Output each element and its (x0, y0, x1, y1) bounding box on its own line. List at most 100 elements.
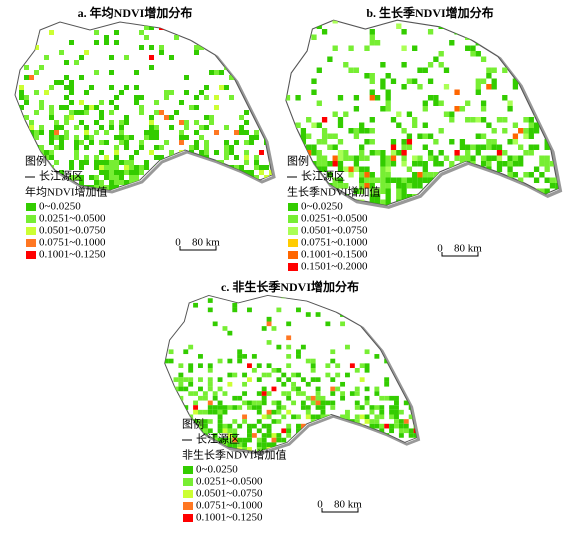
pixel (276, 400, 282, 406)
pixel (310, 400, 316, 406)
pixel (369, 89, 375, 95)
pixel (189, 105, 194, 110)
pixel (406, 144, 413, 150)
pixel (227, 428, 233, 434)
pixel (523, 205, 529, 206)
pixel (544, 161, 550, 167)
pixel (217, 428, 223, 434)
pixel (237, 354, 243, 359)
pixel (134, 85, 139, 90)
pixel (178, 442, 184, 448)
pixel (59, 125, 64, 130)
pixel (209, 190, 214, 195)
pixel (168, 391, 174, 396)
pixel (261, 395, 267, 401)
pixel (164, 95, 169, 100)
pixel (271, 326, 277, 331)
pixel (380, 78, 386, 84)
pixel (178, 363, 184, 368)
pixel (412, 161, 418, 167)
pixel (229, 95, 234, 100)
pixel (374, 423, 380, 429)
legend-swatch (288, 203, 298, 211)
pixel (433, 139, 439, 145)
pixel (413, 381, 417, 387)
pixel (310, 395, 316, 401)
pixel (15, 105, 19, 110)
pixel (300, 139, 307, 145)
pixel (164, 447, 169, 452)
pixel (379, 409, 385, 415)
pixel (296, 414, 301, 420)
pixel (475, 183, 481, 189)
pixel (159, 180, 164, 185)
pixel (408, 354, 414, 359)
pixel (379, 414, 385, 420)
pixel (242, 354, 248, 359)
pixel (406, 183, 413, 189)
pixel (261, 391, 267, 396)
pixel (369, 73, 375, 79)
pixel (321, 155, 328, 161)
pixel (184, 190, 189, 195)
pixel (555, 144, 559, 150)
pixel (247, 447, 252, 452)
pixel (523, 172, 529, 178)
pixel (119, 160, 124, 165)
pixel (359, 166, 365, 172)
pixel (64, 85, 69, 90)
pixel (406, 166, 413, 172)
pixel (300, 423, 306, 429)
pixel (389, 330, 395, 336)
pixel (353, 133, 360, 139)
pixel (417, 177, 423, 183)
pixel (254, 85, 259, 90)
pixel (237, 437, 243, 443)
pixel (29, 150, 34, 155)
pixel (465, 205, 471, 206)
pixel (184, 170, 189, 175)
pixel (224, 50, 229, 55)
pixel (340, 414, 346, 420)
pixel (129, 175, 134, 180)
pixel (194, 170, 199, 175)
pixel (202, 428, 208, 434)
pixel (406, 78, 413, 84)
pixel (173, 409, 179, 415)
pixel (214, 105, 219, 110)
pixel (242, 419, 248, 424)
pixel (295, 122, 301, 128)
pixel (174, 170, 179, 175)
pixel (359, 144, 365, 150)
pixel (465, 177, 471, 183)
pixel (533, 122, 540, 128)
pixel (222, 423, 228, 429)
pixel (496, 161, 503, 167)
pixel (480, 155, 487, 161)
pixel (94, 22, 99, 25)
pixel (417, 133, 423, 139)
pixel (403, 377, 409, 382)
pixel (149, 135, 154, 140)
pixel (401, 150, 407, 156)
pixel (251, 354, 257, 359)
pixel (247, 377, 252, 382)
pixel (335, 372, 341, 378)
pixel (84, 145, 89, 150)
pixel (340, 437, 346, 443)
pixel (209, 180, 214, 185)
pixel (109, 180, 114, 185)
pixel (169, 115, 174, 120)
pixel (353, 188, 360, 194)
pixel (193, 405, 199, 410)
pixel (254, 160, 259, 165)
pixel (256, 377, 262, 382)
pixel (305, 409, 311, 415)
pixel (188, 377, 194, 382)
pixel (168, 400, 174, 406)
pixel (169, 180, 174, 185)
pixel (422, 166, 428, 172)
pixel (316, 122, 322, 128)
pixel (369, 95, 375, 101)
pixel (204, 140, 209, 145)
